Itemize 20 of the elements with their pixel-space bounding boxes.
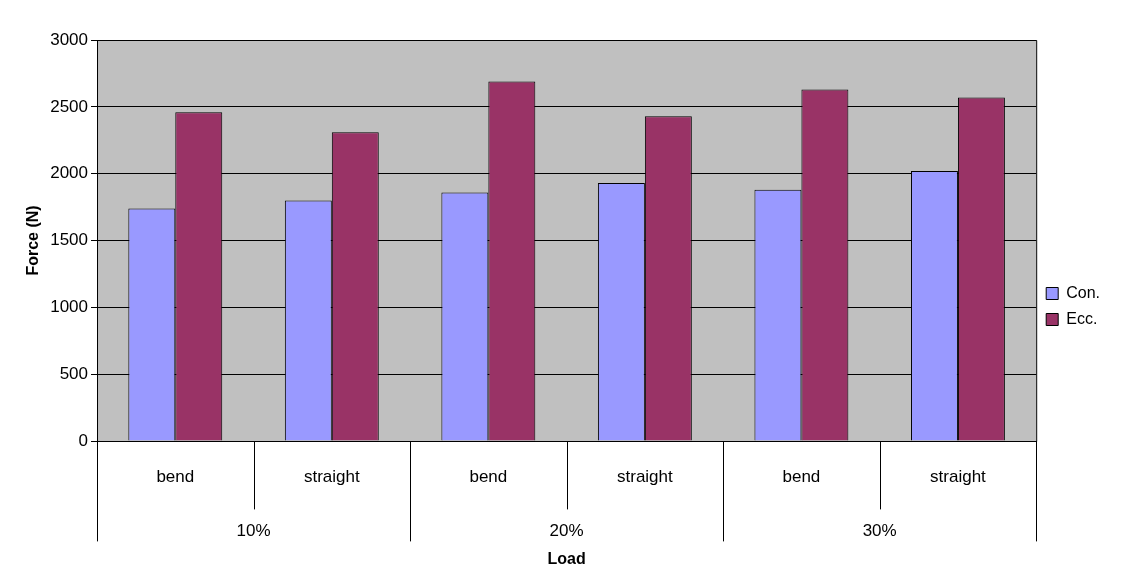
y-tick-label: 0 [78,430,89,450]
text: 10% [236,521,271,541]
legend-label: Con. [1066,283,1100,301]
x-axis-title: Load [547,549,586,567]
y-tick-label: 500 [59,363,89,383]
x-tick-label: straight [303,466,360,486]
y-tick-label: 2000 [50,163,89,183]
y-axis-title: Force (N) [24,205,42,276]
x-tick-label: bend [156,466,195,486]
x-tick-label: straight [930,466,987,486]
y-tick-label: 1500 [50,230,89,250]
y-tick-label: 1000 [50,297,89,317]
x-tick-label: bend [469,466,508,486]
text: 20% [549,521,584,541]
y-tick-label: 3000 [50,29,89,49]
text: 30% [862,521,897,541]
legend-label: Ecc. [1066,309,1098,327]
y-tick-label: 2500 [50,96,89,116]
x-tick-label: bend [782,466,821,486]
x-tick-label: straight [617,466,674,486]
